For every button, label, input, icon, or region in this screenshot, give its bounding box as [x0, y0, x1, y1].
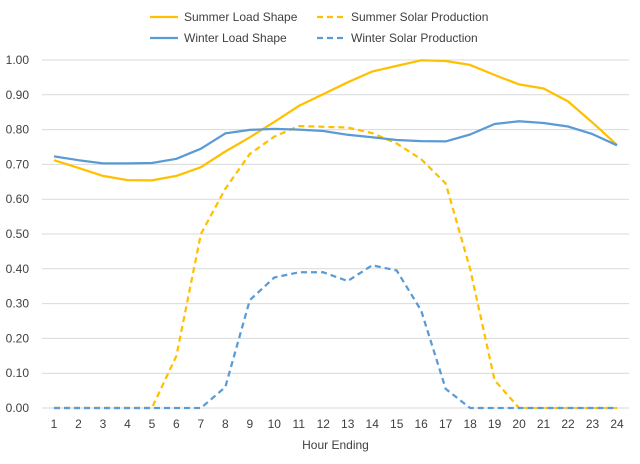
- x-tick-label: 21: [537, 417, 551, 431]
- y-tick-label: 0.70: [6, 157, 30, 171]
- x-axis-ticks: 1 2 3 4 5 6 7 8 9 10 11 12 13 14 15 16 17 18 19 20 21 22 23 24: [51, 417, 624, 431]
- y-tick-label: 0.10: [6, 366, 30, 380]
- x-tick-label: 22: [561, 417, 575, 431]
- x-tick-label: 11: [293, 417, 306, 431]
- x-tick-label: 10: [268, 417, 282, 431]
- legend-label: Winter Load Shape: [184, 31, 287, 45]
- y-tick-label: 0.30: [6, 297, 30, 311]
- legend: Summer Load Shape Summer Solar Production…: [150, 10, 488, 45]
- y-tick-label: 0.80: [6, 123, 30, 137]
- x-tick-label: 13: [341, 417, 355, 431]
- series-line-summer-solar-production: [54, 124, 617, 410]
- x-tick-label: 2: [75, 417, 82, 431]
- x-tick-label: 20: [512, 417, 526, 431]
- x-tick-label: 12: [317, 417, 331, 431]
- y-tick-label: 0.00: [6, 401, 30, 415]
- x-tick-label: 15: [390, 417, 404, 431]
- x-tick-label: 8: [222, 417, 229, 431]
- legend-item: Summer Solar Production: [317, 10, 488, 24]
- x-tick-label: 19: [488, 417, 502, 431]
- y-tick-label: 1.00: [6, 53, 30, 67]
- gridlines: [42, 59, 629, 374]
- x-tick-label: 17: [439, 417, 453, 431]
- y-axis-ticks: 0.00 0.10 0.20 0.30 0.40 0.50 0.60 0.70 0.80 0.90…: [6, 53, 30, 415]
- y-tick-label: 0.50: [6, 227, 30, 241]
- x-tick-label: 6: [173, 417, 180, 431]
- legend-item: Summer Load Shape: [150, 10, 298, 24]
- y-tick-label: 0.60: [6, 192, 30, 206]
- x-tick-label: 24: [610, 417, 624, 431]
- x-tick-label: 18: [463, 417, 477, 431]
- series-lines: [53, 59, 618, 410]
- series-line-winter-load-shape: [53, 120, 618, 165]
- legend-item: Winter Load Shape: [150, 31, 287, 45]
- x-tick-label: 23: [586, 417, 600, 431]
- x-tick-label: 5: [149, 417, 156, 431]
- x-tick-label: 1: [51, 417, 58, 431]
- y-tick-label: 0.40: [6, 262, 30, 276]
- legend-label: Summer Load Shape: [184, 10, 298, 24]
- y-tick-label: 0.90: [6, 88, 30, 102]
- legend-item: Winter Solar Production: [317, 31, 478, 45]
- x-axis-label: Hour Ending: [302, 438, 369, 452]
- series-line-summer-load-shape: [53, 59, 618, 182]
- x-tick-label: 14: [366, 417, 380, 431]
- legend-label: Winter Solar Production: [351, 31, 478, 45]
- series-line-winter-solar-production: [54, 264, 617, 410]
- x-tick-label: 9: [246, 417, 253, 431]
- x-tick-label: 16: [414, 417, 428, 431]
- x-tick-label: 7: [198, 417, 205, 431]
- x-tick-label: 4: [124, 417, 131, 431]
- legend-label: Summer Solar Production: [351, 10, 488, 24]
- y-tick-label: 0.20: [6, 331, 30, 345]
- x-tick-label: 3: [100, 417, 107, 431]
